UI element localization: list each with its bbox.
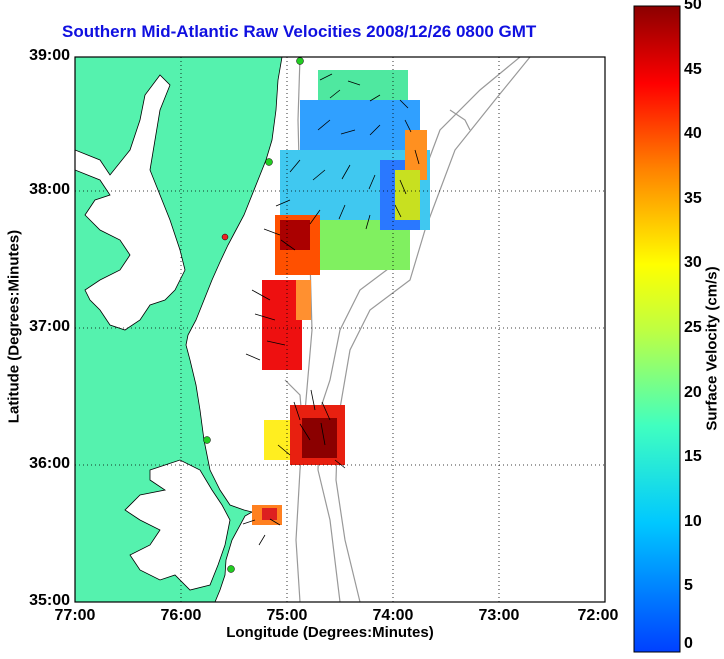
y-tick: 38:00 <box>29 181 70 198</box>
colorbar-tick: 35 <box>684 190 702 207</box>
y-tick: 39:00 <box>29 47 70 64</box>
colorbar-tick: 20 <box>684 384 702 401</box>
x-tick: 72:00 <box>577 607 619 624</box>
grid-lines <box>75 57 605 602</box>
colorbar-label: Surface Velocity (cm/s) <box>703 266 721 431</box>
colorbar-tick: 5 <box>684 577 693 594</box>
colorbar-tick: 0 <box>684 635 693 652</box>
colorbar-tick: 25 <box>684 319 702 336</box>
y-tick: 36:00 <box>29 455 70 472</box>
x-tick: 76:00 <box>160 607 202 624</box>
y-axis-label: Latitude (Degrees:Minutes) <box>5 229 23 424</box>
plot-frame <box>74 56 606 603</box>
y-tick: 37:00 <box>29 318 70 335</box>
colorbar <box>633 5 681 653</box>
x-axis-label: Longitude (Degrees:Minutes) <box>226 624 434 641</box>
y-tick: 35:00 <box>29 592 70 609</box>
colorbar-tick: 15 <box>684 448 702 465</box>
x-tick: 75:00 <box>266 607 308 624</box>
x-tick: 74:00 <box>372 607 414 624</box>
colorbar-tick: 10 <box>684 513 702 530</box>
x-tick: 73:00 <box>478 607 520 624</box>
page-title: Southern Mid-Atlantic Raw Velocities 200… <box>62 22 537 41</box>
colorbar-tick: 40 <box>684 125 702 142</box>
velocity-field <box>252 70 430 525</box>
colorbar-tick: 30 <box>684 254 702 271</box>
x-tick: 77:00 <box>54 607 96 624</box>
colorbar-tick: 45 <box>684 61 702 78</box>
velocity-arrows <box>242 73 420 546</box>
colorbar-tick: 50 <box>684 0 702 13</box>
bathymetry-contours <box>284 57 531 602</box>
radar-stations <box>203 57 304 573</box>
pamlico-sound <box>124 459 231 591</box>
chesapeake-bay <box>75 74 186 331</box>
